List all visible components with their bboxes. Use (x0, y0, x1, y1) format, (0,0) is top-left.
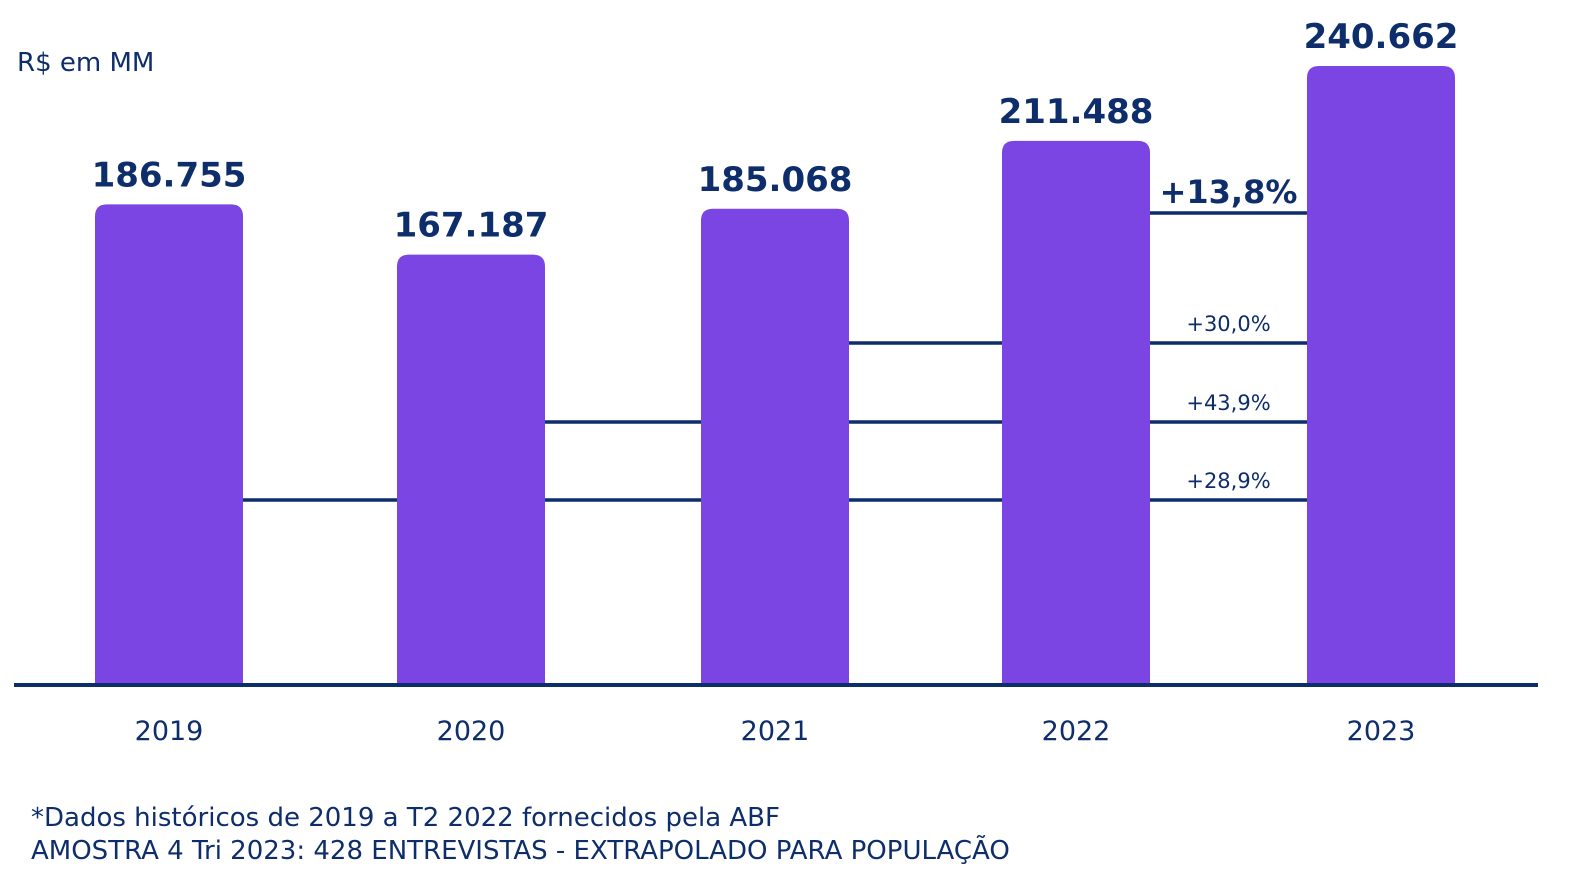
unit-label: R$ em MM (17, 48, 155, 78)
value-label-2020: 167.187 (394, 206, 549, 246)
value-label-2022: 211.488 (999, 92, 1154, 132)
category-label-2019: 2019 (135, 716, 204, 747)
bar-2019 (95, 204, 243, 684)
category-label-2021: 2021 (741, 716, 810, 747)
category-label-2020: 2020 (437, 716, 506, 747)
footnote-sample: AMOSTRA 4 Tri 2023: 428 ENTREVISTAS - EX… (31, 836, 1010, 866)
bar-2022 (1002, 140, 1150, 685)
bar-2021 (701, 208, 849, 684)
category-label-2022: 2022 (1042, 716, 1111, 747)
footnotes: *Dados históricos de 2019 a T2 2022 forn… (31, 802, 1010, 868)
growth-label-2021: +30,0% (1186, 312, 1270, 336)
footnote-historical-data: *Dados históricos de 2019 a T2 2022 forn… (31, 803, 780, 833)
growth-label-2020: +43,9% (1186, 391, 1270, 415)
bar-2023 (1307, 66, 1455, 684)
value-label-2019: 186.755 (92, 155, 247, 195)
bars-layer (95, 66, 1455, 685)
labels-layer: 186.755 2019 167.187 2020 185.068 2021 211.488… (92, 17, 1459, 747)
value-label-2021: 185.068 (698, 160, 853, 200)
bar-2020 (397, 254, 545, 685)
growth-label-2019: +28,9% (1186, 469, 1270, 493)
growth-label-2022: +13,8% (1160, 173, 1298, 211)
growth-connectors-layer (243, 211, 1307, 502)
category-label-2023: 2023 (1347, 716, 1416, 747)
value-label-2023: 240.662 (1304, 17, 1459, 57)
